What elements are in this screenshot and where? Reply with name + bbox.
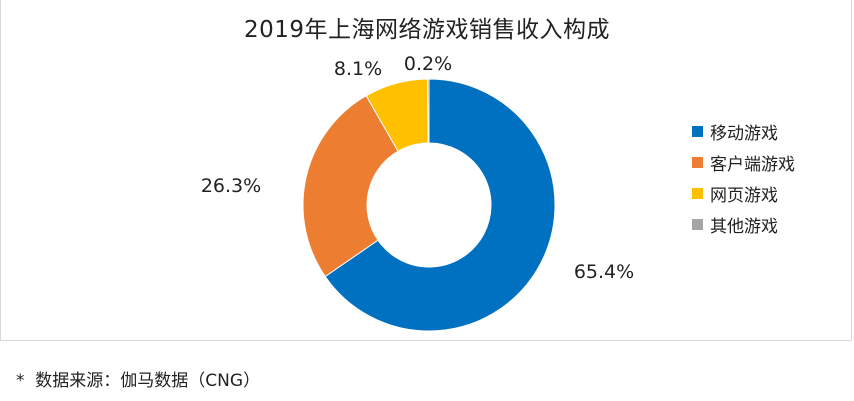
legend-label: 移动游戏 — [710, 124, 778, 144]
donut-slices — [302, 78, 556, 332]
chart-frame — [0, 0, 852, 341]
legend-item-client: 客户端游戏 — [692, 147, 795, 178]
legend-item-other: 其他游戏 — [692, 209, 795, 240]
slice-label-client: 26.3% — [201, 175, 261, 197]
legend-item-mobile: 移动游戏 — [692, 116, 795, 147]
source-note: * 数据来源：伽马数据（CNG） — [16, 371, 261, 391]
legend-item-web: 网页游戏 — [692, 178, 795, 209]
legend: 移动游戏 客户端游戏 网页游戏 其他游戏 — [692, 116, 795, 240]
legend-swatch — [692, 219, 703, 230]
legend-swatch — [692, 126, 703, 137]
chart-title: 2019年上海网络游戏销售收入构成 — [243, 17, 611, 43]
legend-label: 网页游戏 — [710, 186, 778, 206]
legend-label: 客户端游戏 — [710, 155, 795, 175]
slice-labels: 65.4% 26.3% 8.1% 0.2% — [201, 53, 634, 283]
slice-client — [302, 95, 399, 278]
slice-label-mobile: 65.4% — [574, 261, 634, 283]
donut-chart: 65.4% 26.3% 8.1% 0.2% — [201, 53, 634, 332]
legend-swatch — [692, 157, 703, 168]
slice-label-other: 0.2% — [404, 53, 452, 75]
legend-label: 其他游戏 — [710, 217, 778, 237]
slice-label-web: 8.1% — [334, 58, 382, 80]
slice-other — [426, 78, 430, 144]
slice-mobile — [324, 78, 556, 332]
legend-swatch — [692, 188, 703, 199]
